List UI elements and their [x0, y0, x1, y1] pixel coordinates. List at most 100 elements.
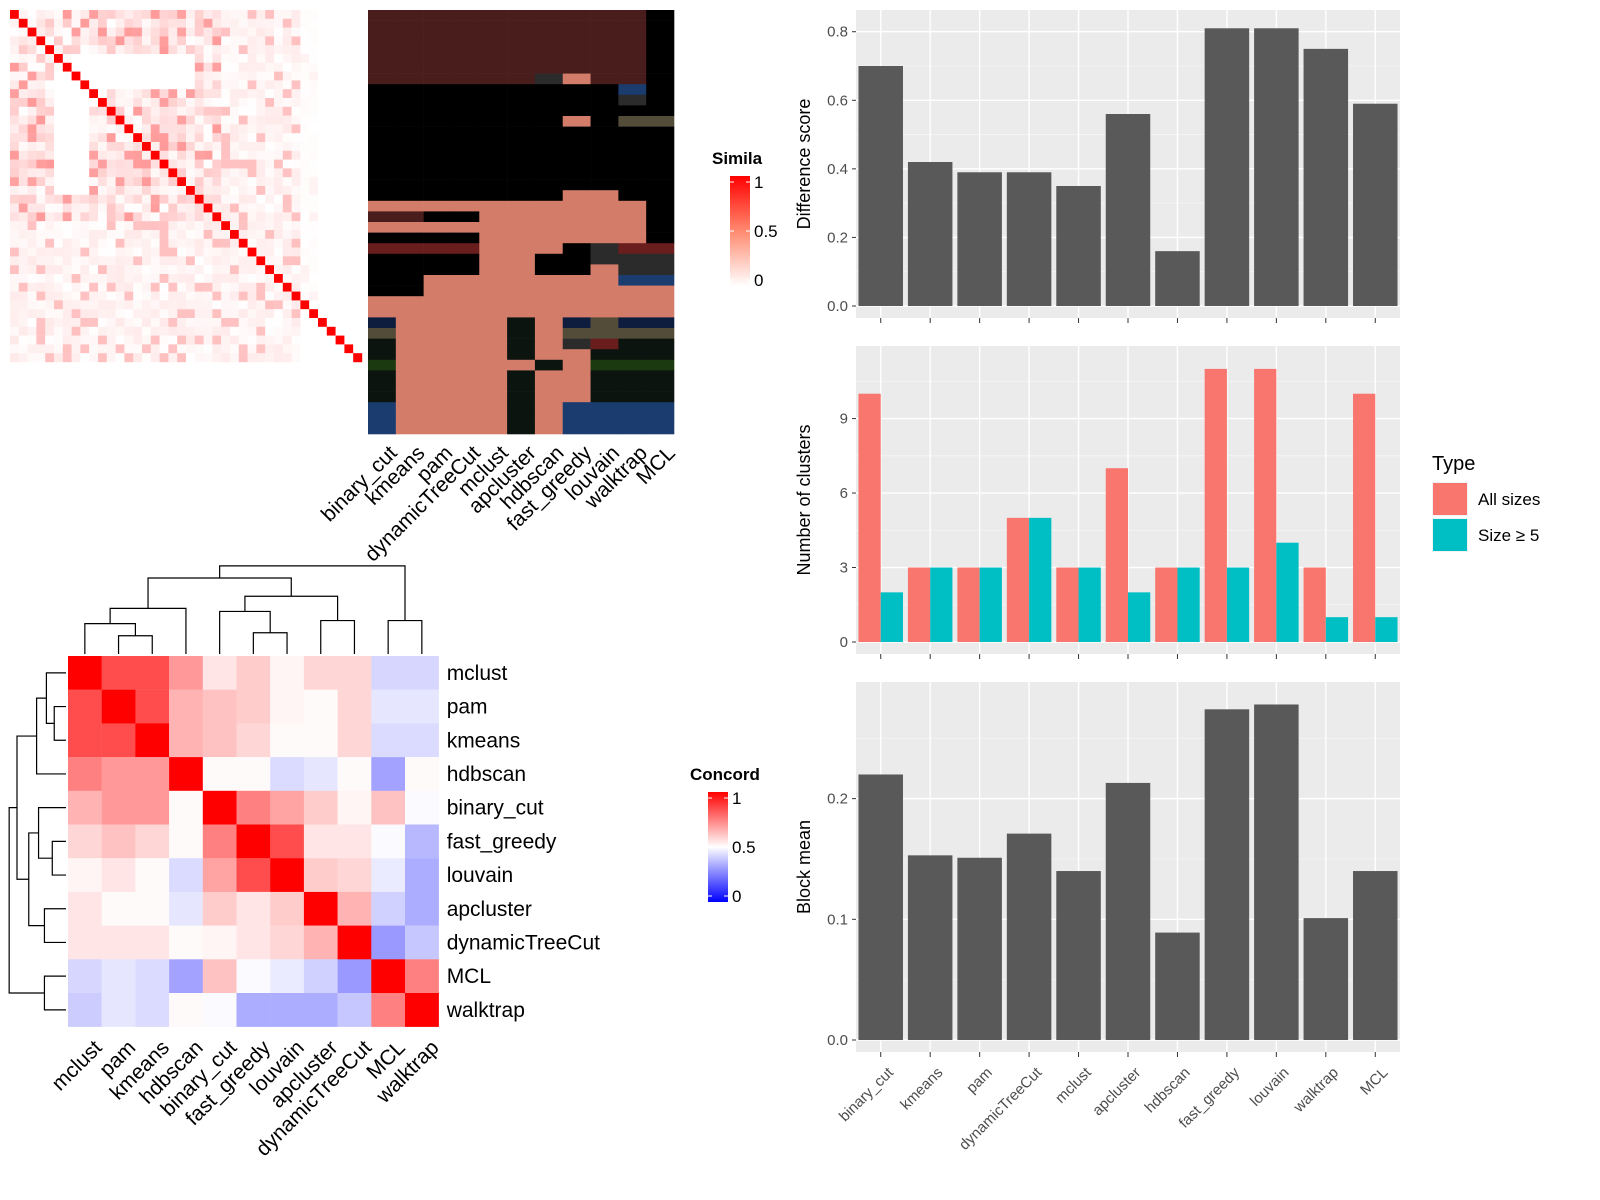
membership-cell: [590, 328, 619, 339]
similarity-cell: [212, 256, 222, 266]
similarity-cell: [159, 256, 169, 266]
similarity-cell: [203, 300, 213, 310]
similarity-cell: [10, 45, 19, 55]
similarity-cell: [265, 133, 275, 143]
similarity-cell: [186, 344, 195, 354]
similarity-cell: [291, 318, 301, 327]
similarity-cell: [309, 10, 319, 19]
membership-cell: [646, 275, 675, 286]
similarity-cell: [326, 18, 336, 28]
membership-cell: [479, 31, 508, 43]
similarity-cell: [10, 186, 19, 195]
similarity-cell: [291, 159, 301, 169]
membership-cell: [479, 169, 508, 180]
similarity-cell: [221, 256, 231, 266]
similarity-cell: [10, 150, 19, 160]
membership-cell: [479, 158, 508, 170]
similarity-cell: [36, 150, 46, 160]
concordance-cell: [101, 757, 136, 791]
similarity-cell: [282, 71, 292, 81]
similarity-cell: [318, 45, 327, 55]
similarity-cell: [256, 256, 266, 266]
similarity-cell: [142, 309, 151, 319]
similarity-cell: [344, 89, 354, 99]
similarity-cell: [318, 18, 327, 28]
similarity-cell: [54, 300, 63, 310]
similarity-cell: [10, 256, 19, 266]
similarity-cell: [282, 282, 292, 292]
similarity-cell: [10, 335, 19, 345]
similarity-cell: [168, 194, 178, 204]
similarity-cell: [27, 71, 37, 81]
similarity-cell: [300, 45, 310, 55]
similarity-cell: [265, 10, 275, 19]
membership-cell: [395, 232, 424, 244]
y-axis-title: Number of clusters: [794, 424, 814, 575]
similarity-cell: [45, 194, 55, 204]
membership-cell: [507, 338, 536, 350]
concordance-cell: [303, 858, 338, 893]
similarity-cell: [238, 159, 248, 169]
similarity-cell: [45, 300, 55, 310]
similarity-cell: [274, 159, 283, 169]
x-tick-label: MCL: [1357, 1064, 1391, 1098]
membership-cell: [534, 200, 564, 212]
similarity-cell: [98, 106, 107, 116]
similarity-cell: [318, 71, 327, 81]
similarity-cell: [10, 353, 19, 363]
similarity-cell: [274, 344, 283, 354]
similarity-cell: [247, 106, 257, 116]
membership-cell: [368, 275, 397, 286]
membership-cell: [590, 211, 619, 223]
similarity-cell: [10, 36, 19, 46]
similarity-cell: [186, 194, 195, 204]
similarity-cell: [36, 230, 46, 239]
bar: [1303, 48, 1349, 306]
similarity-cell: [238, 309, 248, 319]
similarity-cell: [203, 133, 213, 143]
membership-cell: [534, 41, 564, 53]
similarity-cell: [124, 124, 134, 134]
similarity-cell: [282, 18, 292, 28]
similarity-cell: [186, 230, 195, 239]
similarity-cell: [353, 335, 363, 345]
membership-cell: [395, 264, 424, 276]
similarity-cell: [10, 27, 19, 37]
concordance-cell: [337, 689, 372, 724]
similarity-cell: [203, 194, 213, 204]
membership-cell: [646, 147, 675, 159]
similarity-cell: [98, 177, 107, 187]
similarity-cell: [256, 230, 266, 239]
similarity-cell: [36, 265, 46, 275]
similarity-cell: [45, 247, 55, 257]
concordance-dendrograms: [8, 565, 423, 1011]
membership-cell: [479, 264, 508, 276]
similarity-cell: [18, 212, 28, 222]
similarity-cell: [256, 98, 266, 107]
similarity-cell: [212, 326, 222, 336]
similarity-cell: [212, 230, 222, 239]
membership-cell: [479, 359, 508, 371]
membership-cell: [618, 20, 647, 32]
similarity-cell: [282, 230, 292, 239]
similarity-cell: [203, 344, 213, 354]
membership-cell: [451, 179, 480, 191]
similarity-cell: [335, 300, 345, 310]
similarity-cell: [124, 282, 134, 292]
membership-cell: [395, 370, 424, 382]
similarity-cell: [159, 89, 169, 99]
similarity-cell: [89, 62, 99, 72]
similarity-cell: [326, 133, 336, 143]
similarity-cell: [133, 256, 143, 266]
similarity-cell: [212, 150, 222, 160]
membership-cell: [368, 137, 397, 149]
membership-cell: [368, 381, 397, 392]
similarity-cell: [150, 54, 160, 63]
membership-cell: [395, 84, 424, 96]
bar-size-ge-5: [880, 592, 903, 642]
membership-cell: [451, 391, 480, 403]
similarity-cell: [54, 71, 63, 81]
similarity-cell: [133, 106, 143, 116]
similarity-cell: [247, 98, 257, 107]
similarity-cell: [177, 133, 187, 143]
